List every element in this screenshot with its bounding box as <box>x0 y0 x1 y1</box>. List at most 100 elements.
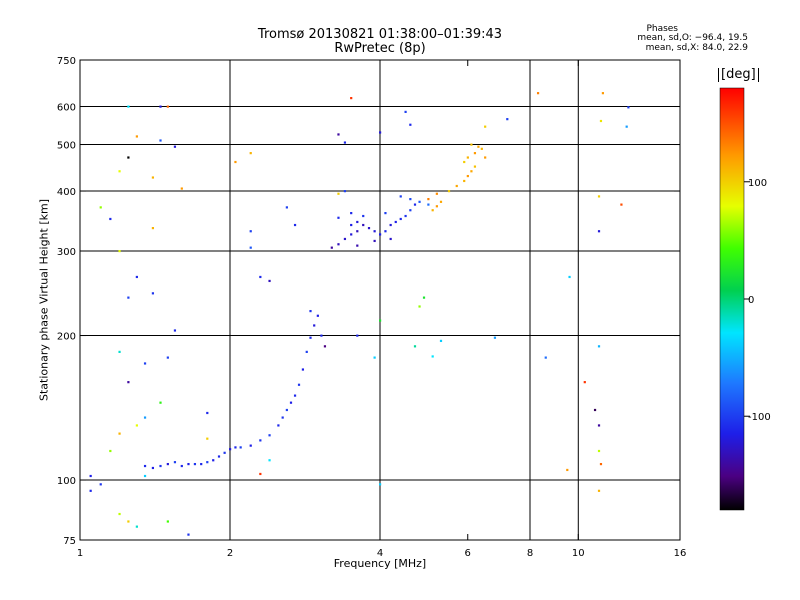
axis-ticks: 1 2 4 6 8 10 16 75 100 200 300 400 500 600 750 <box>57 56 686 559</box>
x-tick-label: 1 <box>77 548 83 559</box>
data-point <box>249 152 252 155</box>
data-point <box>323 345 327 348</box>
data-point <box>409 123 412 126</box>
data-point <box>566 468 569 472</box>
data-point <box>268 279 271 283</box>
data-point <box>473 165 477 168</box>
data-point <box>356 334 359 337</box>
data-point <box>206 411 209 415</box>
chart-subtitle: RwPretec (8p) <box>334 41 426 56</box>
data-point <box>568 275 571 279</box>
data-point <box>127 381 130 384</box>
data-point <box>480 147 483 150</box>
data-point <box>159 401 162 404</box>
data-point <box>109 217 112 221</box>
data-point <box>597 449 601 453</box>
data-point <box>249 246 252 249</box>
data-point <box>350 233 353 236</box>
y-tick-label: 300 <box>57 247 76 258</box>
colorbar-ticks: 100 0 -100 <box>744 178 771 423</box>
data-point <box>223 451 226 454</box>
data-point <box>455 184 458 188</box>
data-point <box>493 336 497 339</box>
data-point <box>135 424 138 427</box>
data-point <box>463 160 466 164</box>
y-tick-label: 75 <box>63 536 76 547</box>
data-point <box>173 461 177 464</box>
data-point <box>305 350 308 353</box>
data-point <box>418 305 421 308</box>
x-tick-label: 6 <box>465 548 471 559</box>
data-point <box>484 156 487 159</box>
data-point <box>135 525 138 528</box>
data-point <box>151 292 155 295</box>
data-point <box>89 489 92 492</box>
colorbar-unit-label: [deg] <box>718 68 759 82</box>
data-point <box>409 198 412 201</box>
data-point <box>293 394 297 397</box>
data-point <box>166 462 169 466</box>
x-tick-label: 2 <box>227 548 233 559</box>
data-point <box>268 459 271 462</box>
y-tick-label: 750 <box>57 56 76 67</box>
data-point <box>173 329 177 332</box>
data-point <box>599 462 603 466</box>
data-point <box>350 212 353 215</box>
data-point <box>373 239 376 243</box>
data-point <box>350 223 353 227</box>
data-point <box>289 401 293 404</box>
colorbar <box>719 87 745 511</box>
x-tick-label: 16 <box>674 548 687 559</box>
data-point <box>337 192 340 195</box>
data-point <box>597 424 601 427</box>
phase-stats-header: Phases <box>646 24 678 34</box>
data-point <box>337 133 340 136</box>
data-point <box>583 381 586 384</box>
data-point <box>118 350 121 353</box>
colorbar-tick-label: 0 <box>748 295 754 306</box>
data-point <box>597 195 601 198</box>
data-point <box>627 106 630 109</box>
data-point <box>301 368 305 371</box>
data-point <box>166 105 169 108</box>
data-point <box>297 383 301 386</box>
data-point <box>431 355 434 358</box>
data-point <box>466 156 469 159</box>
data-point <box>343 237 347 241</box>
data-point <box>356 220 359 224</box>
data-point <box>206 437 209 440</box>
data-point <box>259 439 262 442</box>
data-point <box>439 200 443 203</box>
data-point <box>99 483 102 486</box>
data-point <box>597 489 601 492</box>
data-point <box>143 416 147 419</box>
data-point <box>373 230 376 233</box>
data-point <box>427 203 430 206</box>
data-point <box>544 356 547 359</box>
data-point <box>217 455 221 458</box>
data-point <box>285 408 288 412</box>
data-point <box>463 179 466 183</box>
data-point <box>466 174 469 178</box>
data-point <box>413 345 417 348</box>
y-tick-label: 500 <box>57 141 76 152</box>
data-point <box>343 190 347 193</box>
data-point <box>309 336 312 339</box>
phase-stats-x: mean, sd,X: 84.0, 22.9 <box>645 43 748 53</box>
data-point <box>367 227 371 230</box>
data-point <box>151 227 155 230</box>
data-point <box>313 324 316 327</box>
data-point <box>379 233 382 236</box>
data-point <box>427 198 430 201</box>
phase-stats-o: mean, sd,O: −96.4, 19.5 <box>637 33 748 43</box>
data-point <box>118 512 121 516</box>
data-point <box>404 214 407 218</box>
data-point <box>356 230 359 233</box>
data-point <box>109 449 112 453</box>
data-point <box>127 296 130 299</box>
data-point <box>409 209 412 212</box>
data-point <box>239 446 242 449</box>
data-point <box>399 195 402 198</box>
data-point <box>309 309 312 313</box>
